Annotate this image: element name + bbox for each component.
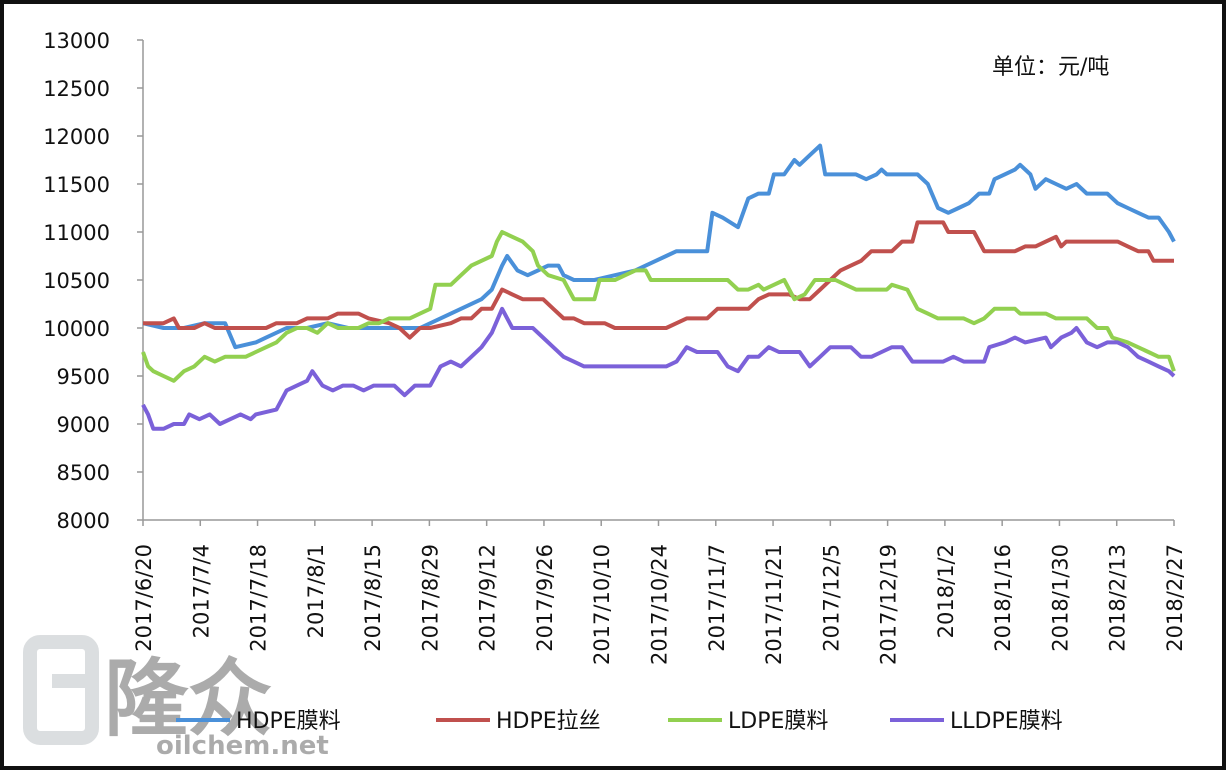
legend-label-3: LDPE膜料 <box>728 709 828 734</box>
series-line-1 <box>142 143 1176 350</box>
unit-note: 单位：元/吨 <box>992 55 1109 80</box>
x-tick-label: 2018/1/2 <box>934 544 958 638</box>
y-tick-label: 8500 <box>57 461 110 485</box>
watermark-logo-text: 隆众 <box>104 650 272 748</box>
y-tick-label: 11000 <box>43 221 110 245</box>
x-tick-label: 2017/6/20 <box>132 544 156 652</box>
y-tick-label: 8000 <box>57 509 110 533</box>
series-line-4 <box>141 306 1176 431</box>
watermark-logo-mark <box>23 635 99 745</box>
y-tick-label: 10500 <box>43 269 110 293</box>
y-tick-label: 10000 <box>43 317 110 341</box>
legend-label-2: HDPE拉丝 <box>496 709 601 734</box>
x-tick-label: 2017/10/24 <box>648 544 672 665</box>
x-tick-label: 2017/11/7 <box>705 544 729 652</box>
x-tick-label: 2017/11/21 <box>762 544 786 665</box>
x-tick-label: 2018/1/30 <box>1048 544 1072 652</box>
x-axis-ticks: 2017/6/20 2017/7/4 2017/7/18 2017/8/1 2017/8… <box>132 520 1187 665</box>
legend-label-1: HDPE膜料 <box>236 709 341 734</box>
y-axis-ticks: 13000 12500 12000 11500 11000 10500 10000 9500 9… <box>43 29 143 533</box>
x-tick-label: 2017/8/29 <box>418 544 442 652</box>
x-tick-label: 2017/12/19 <box>877 544 901 665</box>
x-tick-label: 2017/12/5 <box>819 544 843 652</box>
x-tick-label: 2017/10/10 <box>590 544 614 665</box>
line-chart: 隆众 oilchem.net 13000 12500 12000 11500 11000… <box>23 29 1187 761</box>
legend-label-4: LLDPE膜料 <box>950 709 1063 734</box>
x-tick-label: 2017/8/1 <box>304 544 328 638</box>
x-tick-label: 2017/8/15 <box>361 544 385 652</box>
legend: HDPE膜料 HDPE拉丝 LDPE膜料 LLDPE膜料 <box>176 709 1063 734</box>
x-tick-label: 2017/7/4 <box>189 544 213 638</box>
x-tick-label: 2018/1/16 <box>991 544 1015 652</box>
series-line-3 <box>141 230 1176 383</box>
watermark-logo-bar <box>52 674 92 688</box>
y-tick-label: 12500 <box>43 77 110 101</box>
x-tick-label: 2018/2/13 <box>1106 544 1130 652</box>
y-tick-label: 9000 <box>57 413 110 437</box>
y-tick-label: 11500 <box>43 173 110 197</box>
x-tick-label: 2017/9/12 <box>476 544 500 652</box>
y-tick-label: 13000 <box>43 29 110 53</box>
x-tick-label: 2017/9/26 <box>533 544 557 652</box>
series-lines <box>141 143 1176 431</box>
y-tick-label: 9500 <box>57 365 110 389</box>
x-tick-label: 2018/2/27 <box>1163 544 1187 652</box>
watermark-site-text: oilchem.net <box>156 731 329 761</box>
series-line-2 <box>143 220 1174 340</box>
x-tick-label: 2017/7/18 <box>247 544 271 652</box>
y-tick-label: 12000 <box>43 125 110 149</box>
watermark-logo: 隆众 oilchem.net <box>23 635 329 761</box>
